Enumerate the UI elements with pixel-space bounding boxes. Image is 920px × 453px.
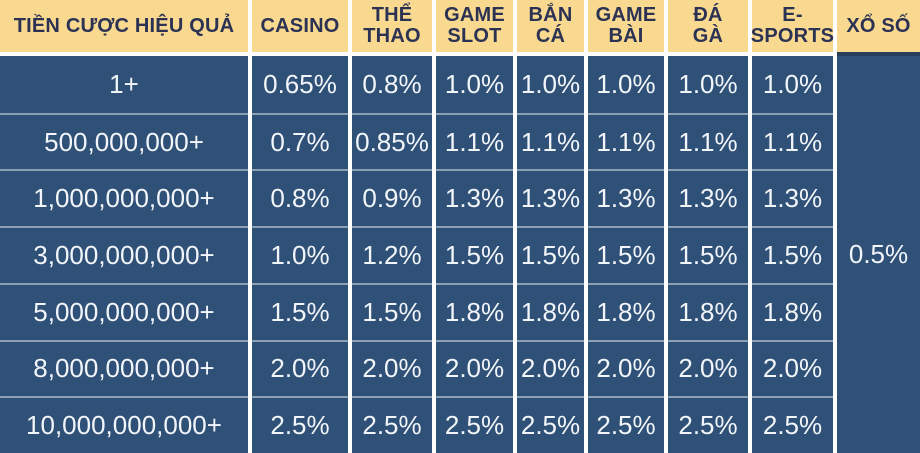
rate-cell: 1.5% [252, 282, 348, 340]
lottery-rate-cell: 0.5% [837, 56, 920, 453]
rate-cell: 1.1% [588, 112, 664, 170]
rate-cell: 1.0% [752, 56, 833, 113]
rate-cell: 1.5% [436, 226, 513, 283]
rate-cell: 1.0% [517, 56, 584, 113]
rate-cell: 1.0% [668, 56, 748, 113]
column-header-casino: CASINO [252, 0, 348, 56]
rate-cell: 1.5% [752, 226, 833, 283]
rate-cell: 2.0% [352, 339, 432, 397]
rate-cell: 0.85% [352, 112, 432, 170]
tier-cell: 10,000,000,000+ [0, 396, 248, 453]
rate-cell: 2.0% [588, 339, 664, 397]
rate-cell: 2.5% [436, 396, 513, 453]
column-header-game-bai: GAME BÀI [588, 0, 664, 56]
rate-cell: 2.5% [668, 396, 748, 453]
rate-cell: 1.0% [436, 56, 513, 113]
rate-cell: 0.7% [252, 112, 348, 170]
rate-cell: 0.65% [252, 56, 348, 113]
rate-cell: 2.0% [517, 339, 584, 397]
tier-cell: 1,000,000,000+ [0, 169, 248, 227]
tier-cell: 8,000,000,000+ [0, 339, 248, 397]
rate-cell: 2.0% [752, 339, 833, 397]
rate-cell: 1.8% [668, 282, 748, 340]
tier-cell: 1+ [0, 56, 248, 113]
rate-cell: 1.8% [752, 282, 833, 340]
rate-cell: 1.3% [436, 169, 513, 227]
rate-cell: 1.1% [436, 112, 513, 170]
rate-cell: 1.0% [252, 226, 348, 283]
rate-cell: 2.0% [436, 339, 513, 397]
rate-cell: 1.0% [588, 56, 664, 113]
column-header-e-sports: E- SPORTS [751, 0, 834, 56]
column-header-effective-bet: TIỀN CƯỢC HIỆU QUẢ [0, 0, 248, 56]
rate-cell: 2.5% [588, 396, 664, 453]
rate-cell: 1.1% [668, 112, 748, 170]
rate-cell: 0.8% [352, 56, 432, 113]
rate-cell: 1.3% [668, 169, 748, 227]
rate-cell: 1.8% [588, 282, 664, 340]
rate-cell: 1.3% [752, 169, 833, 227]
column-header-game-slot: GAME SLOT [436, 0, 513, 56]
rate-cell: 1.1% [752, 112, 833, 170]
rate-cell: 1.1% [517, 112, 584, 170]
column-header-da-ga: ĐÁ GÀ [668, 0, 748, 56]
rate-cell: 0.8% [252, 169, 348, 227]
column-header-the-thao: THỂ THAO [352, 0, 432, 56]
rate-cell: 1.8% [436, 282, 513, 340]
rate-cell: 1.5% [588, 226, 664, 283]
rate-cell: 0.9% [352, 169, 432, 227]
rate-cell: 1.8% [517, 282, 584, 340]
rate-cell: 2.0% [668, 339, 748, 397]
rate-cell: 1.5% [352, 282, 432, 340]
tier-cell: 5,000,000,000+ [0, 282, 248, 340]
rate-cell: 1.3% [588, 169, 664, 227]
column-header-ban-ca: BẮN CÁ [517, 0, 584, 56]
rate-cell: 1.5% [668, 226, 748, 283]
tier-cell: 3,000,000,000+ [0, 226, 248, 283]
rate-cell: 2.5% [517, 396, 584, 453]
rate-cell: 1.3% [517, 169, 584, 227]
rate-cell: 2.5% [252, 396, 348, 453]
rate-cell: 1.5% [517, 226, 584, 283]
rate-cell: 2.0% [252, 339, 348, 397]
tier-cell: 500,000,000+ [0, 112, 248, 170]
rate-cell: 2.5% [752, 396, 833, 453]
rate-cell: 1.2% [352, 226, 432, 283]
rate-cell: 2.5% [352, 396, 432, 453]
column-header-xo-so: XỔ SỐ [837, 0, 920, 56]
